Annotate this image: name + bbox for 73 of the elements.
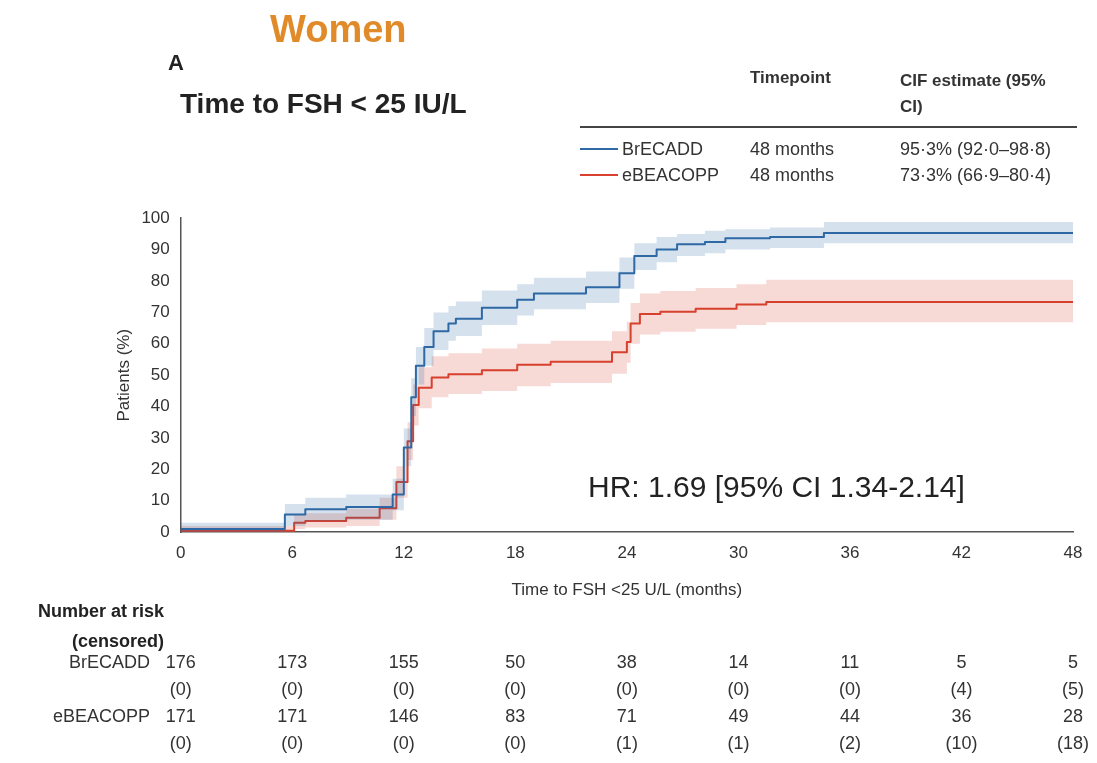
y-tick-label: 30 <box>150 427 170 447</box>
y-tick-label: 0 <box>160 521 170 541</box>
text: (1) <box>726 733 751 754</box>
text: (0) <box>503 679 528 700</box>
y-tick-label: 50 <box>150 364 170 384</box>
text: 95·3% (92·0–98·8) <box>900 138 1053 160</box>
text: (0) <box>391 679 416 700</box>
chart-subtitle: Time to FSH < 25 IU/L <box>180 88 467 120</box>
text: 5 <box>1067 652 1079 673</box>
x-tick-label: 12 <box>394 543 414 563</box>
text: (0) <box>837 679 862 700</box>
text: 50 <box>504 652 527 673</box>
text: (0) <box>168 679 193 700</box>
y-tick-label: 90 <box>150 239 170 259</box>
y-tick-label: 40 <box>150 396 170 416</box>
y-tick-label: 80 <box>150 270 170 290</box>
y-tick-label: 60 <box>150 333 170 353</box>
x-tick-label: 48 <box>1063 543 1083 563</box>
x-axis-title: Time to FSH <25 U/L (months) <box>511 580 743 600</box>
text: 176 <box>165 652 196 672</box>
text: 48 months <box>750 164 836 186</box>
chart-title: Women <box>270 8 407 51</box>
text: 44 <box>838 706 861 727</box>
text: CIF estimate (95% CI) <box>900 70 1047 118</box>
text: (0) <box>168 733 193 754</box>
text: 173 <box>276 652 309 673</box>
y-axis-title: Patients (%) <box>113 328 133 422</box>
text: 11 <box>839 652 861 673</box>
y-tick-label: 20 <box>150 459 170 479</box>
y-tick-label: 10 <box>150 490 170 510</box>
text: 73·3% (66·9–80·4) <box>900 164 1053 186</box>
y-tick-label: 100 <box>141 207 170 227</box>
text: Timepoint <box>750 68 832 89</box>
x-tick-label: 36 <box>840 543 860 563</box>
text: 5 <box>955 652 968 673</box>
legend-label: eBEACOPP <box>622 164 720 186</box>
text: (0) <box>391 733 416 754</box>
x-tick-label: 30 <box>728 543 748 563</box>
text: (0) <box>726 679 751 700</box>
text: 49 <box>727 706 750 727</box>
text: BrECADD <box>68 652 150 672</box>
text: (5) <box>1061 679 1085 700</box>
text: (10) <box>944 733 979 754</box>
text: 48 months <box>750 138 836 160</box>
x-tick-label: 6 <box>287 543 298 563</box>
x-tick-label: 18 <box>505 543 525 563</box>
text: 38 <box>615 652 638 673</box>
text: 71 <box>615 706 638 727</box>
text: 28 <box>1062 706 1084 727</box>
x-tick-label: 24 <box>617 543 637 563</box>
text: (0) <box>503 733 528 754</box>
text: (0) <box>280 679 305 700</box>
text: 83 <box>504 706 527 727</box>
legend-label: BrECADD <box>622 138 704 160</box>
annotation: HR: 1.69 [95% CI 1.34-2.14] <box>588 470 965 504</box>
text: A <box>168 50 184 76</box>
text: 171 <box>276 706 309 727</box>
text: 146 <box>387 706 420 727</box>
text: (4) <box>949 679 974 700</box>
text: 171 <box>165 706 196 726</box>
x-tick-label: 0 <box>176 543 186 563</box>
text: Number at risk (censored) <box>37 601 164 651</box>
text: (0) <box>614 679 639 700</box>
text: (1) <box>614 733 639 754</box>
text: (2) <box>837 733 862 754</box>
text: eBEACOPP <box>52 706 150 726</box>
y-tick-label: 70 <box>150 302 170 322</box>
text: 36 <box>950 706 973 727</box>
text: (18) <box>1056 733 1090 754</box>
text: (0) <box>280 733 305 754</box>
text: 14 <box>727 652 750 673</box>
text: 155 <box>387 652 420 673</box>
x-tick-label: 42 <box>952 543 971 563</box>
